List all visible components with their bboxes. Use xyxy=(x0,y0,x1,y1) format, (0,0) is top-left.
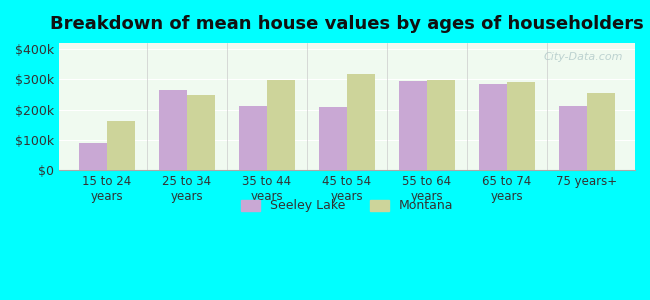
Bar xyxy=(347,74,375,170)
Bar xyxy=(239,106,267,170)
Bar xyxy=(79,143,107,170)
Title: Breakdown of mean house values by ages of householders: Breakdown of mean house values by ages o… xyxy=(50,15,644,33)
Bar xyxy=(187,95,215,170)
Bar xyxy=(427,80,455,170)
Bar xyxy=(559,106,587,170)
Text: City-Data.com: City-Data.com xyxy=(544,52,623,62)
Legend: Seeley Lake, Montana: Seeley Lake, Montana xyxy=(236,194,458,218)
Bar xyxy=(267,80,295,170)
Bar xyxy=(319,106,347,170)
Bar xyxy=(507,82,535,170)
Bar xyxy=(399,81,427,170)
Bar xyxy=(159,90,187,170)
Bar xyxy=(107,121,135,170)
Bar xyxy=(587,93,615,170)
Bar xyxy=(479,84,507,170)
